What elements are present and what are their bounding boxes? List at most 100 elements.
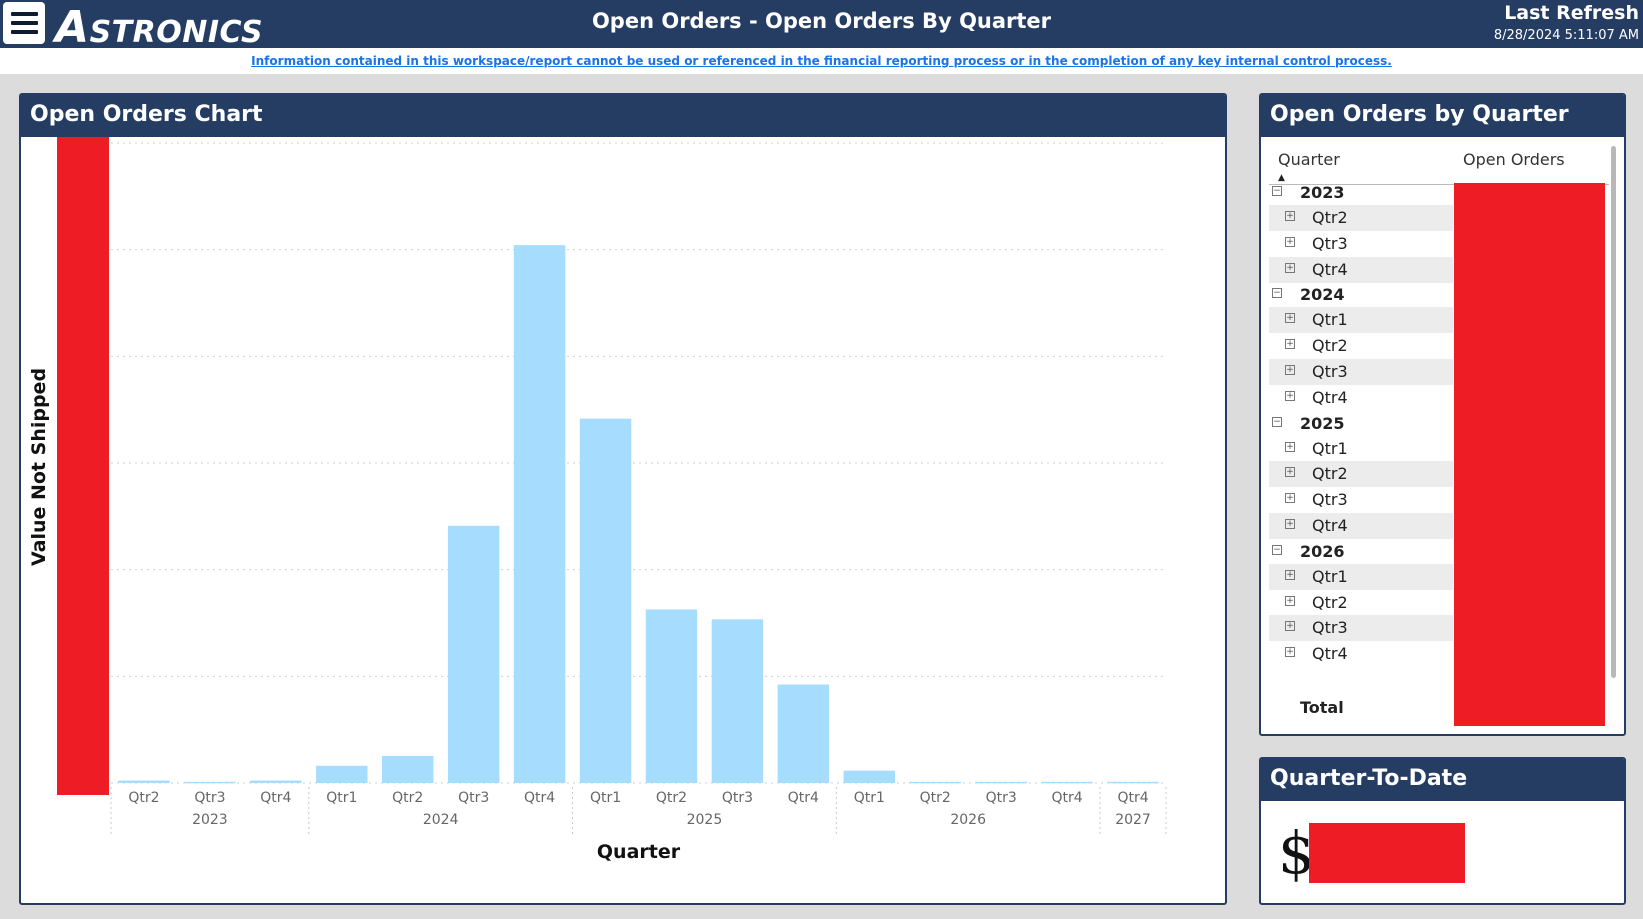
table-row-quarter[interactable]: + Qtr2 xyxy=(1269,333,1453,359)
table-row-quarter[interactable]: + Qtr2 xyxy=(1269,590,1453,616)
row-label: Qtr2 xyxy=(1312,208,1348,227)
table-row-quarter[interactable]: + Qtr3 xyxy=(1269,487,1453,513)
x-tick-label: Qtr4 xyxy=(524,790,555,806)
table-row-quarter[interactable]: + Qtr1 xyxy=(1269,436,1453,462)
page-title: Open Orders - Open Orders By Quarter xyxy=(591,9,1052,33)
expand-icon[interactable]: + xyxy=(1285,313,1295,324)
bar-2025-qtr2 xyxy=(645,609,698,783)
table-row-quarter[interactable]: + Qtr3 xyxy=(1269,615,1453,642)
redacted-open-orders-values xyxy=(1454,183,1605,726)
disclaimer-bar: Information contained in this workspace/… xyxy=(0,48,1643,74)
x-year-label: 2023 xyxy=(192,812,228,828)
row-label: Qtr3 xyxy=(1312,233,1348,253)
bar-2023-qtr3 xyxy=(184,781,236,784)
bar-2025-qtr1 xyxy=(579,418,632,783)
y-axis-title: Value Not Shipped xyxy=(28,368,50,566)
row-label: Qtr1 xyxy=(1312,566,1348,586)
astronics-logo: ASTRONICS xyxy=(55,2,264,53)
row-label: Qtr4 xyxy=(1312,387,1348,407)
expand-icon[interactable]: + xyxy=(1285,441,1295,452)
open-orders-bar-chart: Qtr2 Qtr3 Qtr4 Qtr1 Qtr2 Qtr3 Qtr4 Qtr1 Qtr2 Qtr3… xyxy=(28,137,1167,863)
top-bar: ASTRONICS Open Orders - Open Orders By Q… xyxy=(0,0,1643,53)
bar-2025-qtr3 xyxy=(711,619,764,783)
total-label: Total xyxy=(1300,698,1344,717)
table-row-year[interactable]: − 2026 xyxy=(1269,539,1453,565)
collapse-icon[interactable]: − xyxy=(1272,288,1282,299)
x-tick-label: Qtr4 xyxy=(788,790,819,806)
bar-2025-qtr4 xyxy=(777,684,830,783)
table-row-quarter[interactable]: + Qtr3 xyxy=(1269,359,1453,385)
header-divider xyxy=(1269,184,1609,185)
x-tick-label: Qtr2 xyxy=(656,790,687,806)
x-tick-label: Qtr1 xyxy=(326,790,357,806)
table-row-year[interactable]: − 2023 xyxy=(1269,180,1453,206)
hamburger-menu-icon[interactable] xyxy=(3,2,45,44)
quarter-column-header[interactable]: Quarter xyxy=(1278,150,1340,169)
table-row-year[interactable]: − 2024 xyxy=(1269,282,1453,308)
expand-icon[interactable]: + xyxy=(1285,365,1295,375)
table-row-quarter[interactable]: + Qtr1 xyxy=(1269,307,1453,334)
x-year-label: 2025 xyxy=(687,812,723,828)
x-tick-label: Qtr1 xyxy=(590,790,621,806)
open-orders-column-header[interactable]: Open Orders xyxy=(1463,150,1565,169)
bar-2024-qtr1 xyxy=(316,765,368,783)
chart-panel-title: Open Orders Chart xyxy=(21,95,1225,137)
expand-icon[interactable]: + xyxy=(1285,211,1295,221)
collapse-icon[interactable]: − xyxy=(1272,186,1282,196)
expand-icon[interactable]: + xyxy=(1285,621,1295,632)
row-label: Qtr4 xyxy=(1312,259,1348,279)
expand-icon[interactable]: + xyxy=(1285,595,1295,606)
expand-icon[interactable]: + xyxy=(1285,467,1295,478)
bar-2027-qtr4 xyxy=(1107,781,1159,784)
row-label: Qtr3 xyxy=(1312,618,1348,638)
disclaimer-link[interactable]: Information contained in this workspace/… xyxy=(251,54,1392,68)
table-row-quarter[interactable]: + Qtr4 xyxy=(1269,385,1453,411)
row-label: Qtr4 xyxy=(1312,516,1348,535)
open-orders-chart-panel: Open Orders Chart Qtr2 Qtr3 Qtr4 Qtr1 Qtr2 Qt… xyxy=(19,93,1227,905)
table-panel-title: Open Orders by Quarter xyxy=(1261,95,1624,137)
row-label: 2025 xyxy=(1300,413,1345,433)
row-label: Qtr2 xyxy=(1312,592,1348,612)
expand-icon[interactable]: + xyxy=(1285,647,1295,658)
bar-2026-qtr1 xyxy=(843,770,895,783)
x-year-label: 2024 xyxy=(423,812,459,828)
expand-icon[interactable]: + xyxy=(1285,493,1295,504)
row-label: Qtr1 xyxy=(1312,310,1348,330)
expand-icon[interactable]: + xyxy=(1285,236,1295,247)
collapse-icon[interactable]: − xyxy=(1272,544,1282,555)
table-row-quarter[interactable]: + Qtr1 xyxy=(1269,563,1453,590)
expand-icon[interactable]: + xyxy=(1285,519,1295,529)
x-tick-label: Qtr3 xyxy=(458,790,489,806)
x-axis-title: Quarter xyxy=(597,841,681,863)
open-orders-by-quarter-panel: Open Orders by Quarter Quarter ▲ Open Or… xyxy=(1259,93,1626,736)
x-tick-label: Qtr4 xyxy=(1117,790,1148,806)
x-year-label: 2027 xyxy=(1115,812,1151,828)
table-row-quarter[interactable]: + Qtr4 xyxy=(1269,256,1453,283)
expand-icon[interactable]: + xyxy=(1285,262,1295,273)
qtd-panel-title: Quarter-To-Date xyxy=(1261,759,1624,801)
expand-icon[interactable]: + xyxy=(1285,339,1295,350)
bar-2023-qtr4 xyxy=(250,780,302,783)
expand-icon[interactable]: + xyxy=(1285,569,1295,580)
table-row-quarter[interactable]: + Qtr2 xyxy=(1269,461,1453,488)
row-label: Qtr4 xyxy=(1312,644,1348,664)
sort-ascending-icon[interactable]: ▲ xyxy=(1278,173,1285,183)
table-scrollbar[interactable] xyxy=(1611,146,1616,678)
row-label: Qtr3 xyxy=(1312,362,1348,381)
table-row-quarter[interactable]: + Qtr4 xyxy=(1269,641,1453,667)
table-row-quarter[interactable]: + Qtr3 xyxy=(1269,231,1453,257)
collapse-icon[interactable]: − xyxy=(1272,416,1282,427)
redacted-y-axis-values xyxy=(57,137,109,795)
row-label: Qtr1 xyxy=(1312,438,1348,458)
expand-icon[interactable]: + xyxy=(1285,390,1295,401)
x-tick-label: Qtr2 xyxy=(128,790,159,806)
table-row-quarter[interactable]: + Qtr4 xyxy=(1269,513,1453,539)
row-label: Qtr3 xyxy=(1312,490,1348,510)
table-row-quarter[interactable]: + Qtr2 xyxy=(1269,205,1453,231)
row-label: 2024 xyxy=(1300,285,1345,305)
currency-symbol: $ xyxy=(1278,819,1315,887)
x-tick-label: Qtr3 xyxy=(986,790,1017,806)
x-tick-label: Qtr3 xyxy=(722,790,753,806)
table-row-year[interactable]: − 2025 xyxy=(1269,411,1453,437)
row-label: 2023 xyxy=(1300,183,1345,202)
